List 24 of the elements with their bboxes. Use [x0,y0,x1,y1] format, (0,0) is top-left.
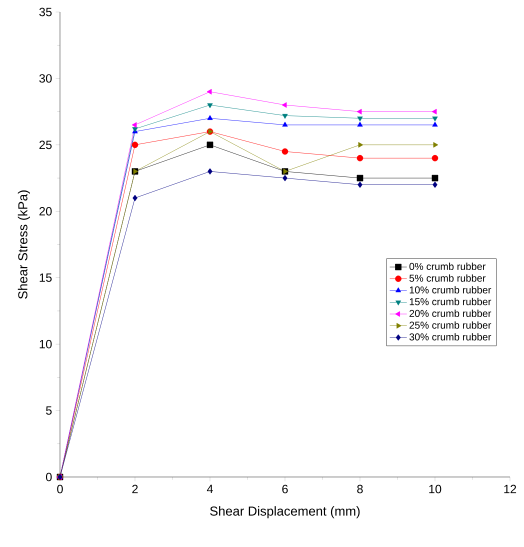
y-axis-title: Shear Stress (kPa) [18,190,30,299]
x-tick-label: 4 [206,484,213,494]
legend-label: 25% crumb rubber [410,321,492,329]
legend-label: 10% crumb rubber [410,286,492,294]
x-tick-label: 10 [429,484,442,494]
y-tick-label: 25 [39,140,52,150]
y-tick-label: 35 [39,8,52,16]
legend-label: 30% crumb rubber [409,333,492,340]
legend-label: 15% crumb rubber [410,298,492,306]
y-tick-label: 0 [46,472,52,482]
legend-label: 20% crumb rubber [410,310,492,317]
legend-label: 0% crumb rubber [409,262,486,270]
x-tick-label: 6 [282,484,288,494]
x-axis-title: Shear Displacement (mm) [210,506,360,518]
legend-label: 5% crumb rubber [409,274,486,282]
y-tick-label: 30 [39,74,52,83]
x-tick-label: 2 [132,484,138,494]
x-tick-label: 12 [504,484,516,494]
y-tick-label: 20 [39,207,52,216]
y-tick-label: 5 [46,406,52,415]
x-tick-label: 0 [57,484,63,494]
x-tick-label: 8 [357,484,363,494]
y-tick-label: 15 [40,274,52,282]
y-tick-label: 10 [40,340,52,348]
